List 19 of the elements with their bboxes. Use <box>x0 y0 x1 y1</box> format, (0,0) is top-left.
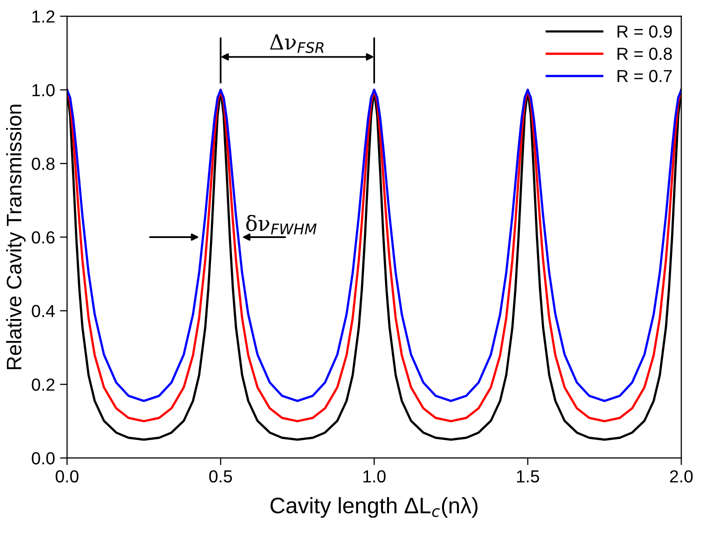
annotation: Δν$_{FSR}$ <box>270 34 324 54</box>
legend-label: R = 0.7 <box>618 70 672 82</box>
x-tick-label: 1.0 <box>363 470 386 483</box>
legend-label: R = 0.9 <box>618 25 672 38</box>
y-tick-label: 0.8 <box>32 158 55 170</box>
y-axis-title: Relative Cavity Transmission <box>6 104 26 370</box>
x-tick-label: 2.0 <box>670 470 693 483</box>
y-tick-label: 0.4 <box>32 304 55 318</box>
y-tick-label: 1.2 <box>32 10 54 23</box>
x-tick-label: 0.0 <box>56 470 78 483</box>
legend-label: R = 0.8 <box>618 48 672 60</box>
x-tick-label: 0.5 <box>209 470 232 483</box>
y-tick-label: 0.6 <box>32 231 55 244</box>
x-tick-label: 1.5 <box>516 470 540 483</box>
annotation: δν$_{FWHM}$ <box>246 214 317 234</box>
y-tick-label: 0.2 <box>32 378 54 391</box>
y-tick-label: 0.0 <box>32 452 55 464</box>
x-axis-title: Cavity length ΔL$_{c}$(nλ) <box>270 497 478 518</box>
y-tick-label: 1.0 <box>32 84 55 96</box>
